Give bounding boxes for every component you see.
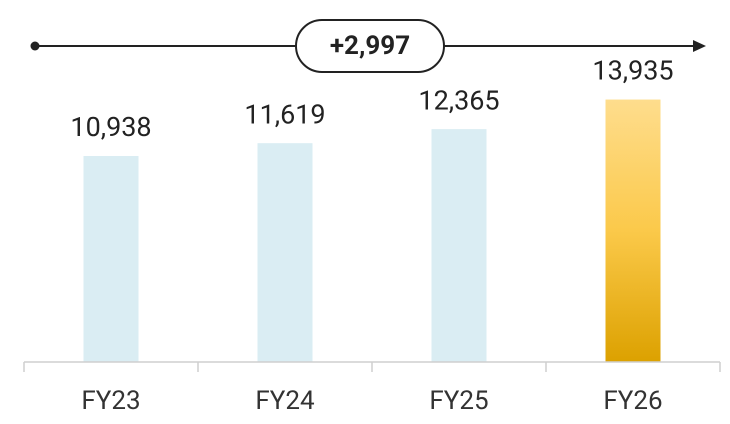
annotation-pill — [295, 19, 445, 73]
value-label: 13,935 — [592, 55, 673, 87]
x-tick-label: FY23 — [81, 386, 140, 416]
bar — [431, 129, 487, 362]
bar — [257, 143, 313, 362]
x-tick-label: FY25 — [429, 386, 488, 416]
trend-arrow-head — [693, 40, 706, 52]
value-label: 11,619 — [244, 98, 325, 130]
value-label: 10,938 — [70, 111, 151, 143]
bar — [605, 99, 661, 363]
x-tick-label: FY26 — [603, 386, 662, 416]
trend-start-dot — [30, 41, 40, 51]
x-tick-label: FY24 — [255, 386, 315, 416]
plot-area: 10,938 FY23 11,619 FY24 12,365 FY25 13,935 FY26 — [23, 55, 721, 416]
bar — [83, 156, 139, 362]
value-label: 12,365 — [418, 84, 499, 116]
annotation: +2,997 — [330, 31, 410, 61]
